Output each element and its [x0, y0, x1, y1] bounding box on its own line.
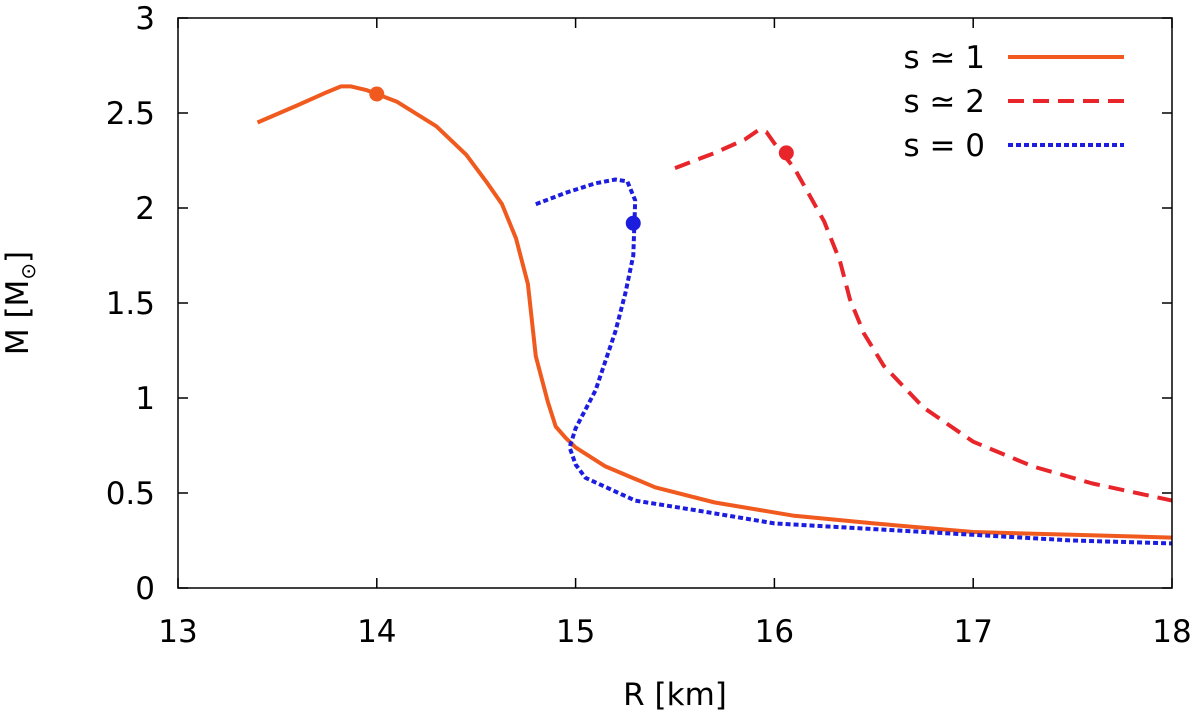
max-mass-point-s-2 [778, 145, 794, 161]
series-line-s-2 [674, 128, 1173, 503]
plot-frame [177, 17, 1173, 589]
y-tick-label: 1 [135, 381, 155, 417]
y-tick-label: 0 [135, 571, 155, 607]
y-tick-label: 2.5 [106, 96, 155, 132]
y-tick-label: 0.5 [106, 476, 155, 512]
x-axis-title: R [km] [623, 677, 727, 713]
x-tick-label: 14 [357, 614, 396, 650]
tick-layer: 13 14 15 16 17 18 0 0.5 1 1.5 2 2.5 3 [106, 1, 1192, 650]
legend-label: s = 0 [903, 128, 985, 164]
y-axis-title-main: M [M [0, 280, 36, 355]
series-layer [256, 84, 1173, 546]
y-tick-label: 3 [135, 1, 155, 37]
x-tick-label: 13 [158, 614, 197, 650]
max-mass-point-s-0 [625, 215, 641, 231]
y-tick-label: 1.5 [106, 286, 155, 322]
legend: s ≃ 1 s ≃ 2 s = 0 [903, 40, 1124, 164]
y-axis-title: M [M⊙] [0, 251, 40, 355]
series-line-s-0 [535, 177, 1173, 546]
legend-label: s ≃ 1 [903, 40, 985, 76]
series-line-s-1 [256, 84, 1173, 540]
x-tick-label: 16 [755, 614, 794, 650]
y-tick-label: 2 [135, 191, 155, 227]
marker-layer [369, 86, 794, 231]
legend-label: s ≃ 2 [903, 84, 985, 120]
y-axis-title-symbol: ⊙ [16, 263, 40, 280]
x-tick-label: 17 [953, 614, 992, 650]
x-tick-label: 15 [556, 614, 595, 650]
x-tick-label: 18 [1152, 614, 1191, 650]
y-axis-title-close: ] [0, 251, 36, 263]
max-mass-point-s-1 [369, 86, 385, 102]
